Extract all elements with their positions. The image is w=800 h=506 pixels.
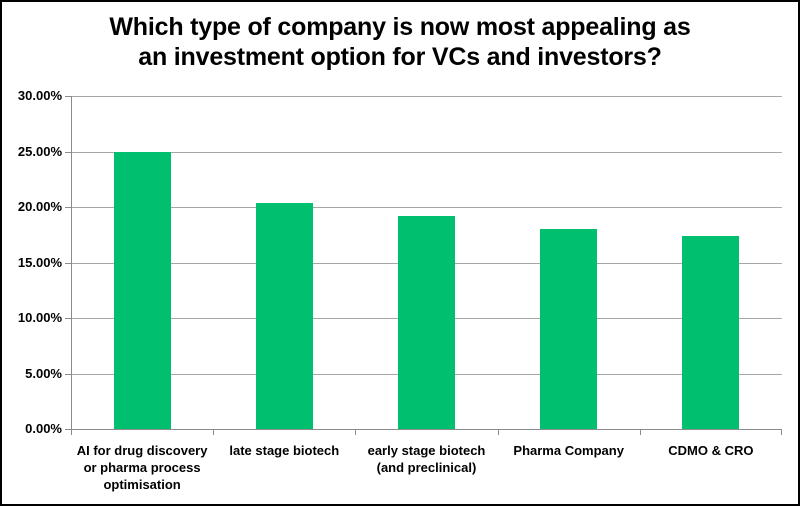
x-axis-category-label-line: late stage biotech <box>229 443 340 458</box>
x-axis-category-label: AI for drug discovery or pharma process op… <box>71 442 213 493</box>
gridline <box>71 207 782 208</box>
x-axis-labels: AI for drug discovery or pharma process op… <box>71 442 782 504</box>
x-axis-tick-mark <box>71 429 72 435</box>
y-axis-tick-label: 10.00% <box>17 310 62 325</box>
bar <box>682 235 740 429</box>
x-axis-category-label-line: (and preclinical) <box>376 460 477 475</box>
x-axis-category-label: early stage biotech (and preclinical) <box>355 442 497 476</box>
plot-area <box>65 96 782 435</box>
y-axis-tick-mark <box>65 151 71 153</box>
y-axis-line <box>71 96 72 435</box>
x-axis-tick-mark <box>213 429 215 435</box>
y-axis-tick-label: 0.00% <box>25 421 62 436</box>
x-axis-tick-mark <box>781 429 782 435</box>
bar <box>540 229 598 429</box>
bar <box>113 151 171 429</box>
y-axis-tick-mark <box>65 318 71 319</box>
chart-title: Which type of company is now most appeal… <box>2 12 798 72</box>
chart-title-line-2: an investment option for VCs and investo… <box>138 43 662 71</box>
y-axis-tick-label: 5.00% <box>25 365 62 381</box>
x-axis-tick-mark <box>497 429 499 435</box>
x-axis-tick-mark <box>639 429 641 435</box>
x-axis-category-label-line: optimisation <box>103 477 181 492</box>
chart-title-line-1: Which type of company is now most appeal… <box>109 13 691 41</box>
y-axis-tick-mark <box>65 207 71 208</box>
y-axis-tick-label: 25.00% <box>17 143 62 159</box>
x-axis-line <box>65 429 782 430</box>
y-axis-tick-label: 30.00% <box>17 88 62 103</box>
y-axis-tick-mark <box>65 373 71 375</box>
bar <box>398 215 455 429</box>
x-axis-category-label-line: Pharma Company <box>513 443 624 458</box>
x-axis-category-label-line: or pharma process <box>83 460 201 475</box>
x-axis-category-label: Pharma Company <box>498 442 640 459</box>
x-axis-category-label: late stage biotech <box>213 442 355 459</box>
bar <box>255 202 313 429</box>
y-axis-tick-mark <box>65 262 71 264</box>
y-axis-tick-label: 20.00% <box>17 199 62 214</box>
x-axis-tick-mark <box>355 429 357 435</box>
x-axis-category-label-line: AI for drug discovery <box>76 443 208 458</box>
gridline <box>71 151 782 153</box>
y-axis-tick-label: 15.00% <box>17 254 62 270</box>
y-axis-tick-mark <box>65 96 71 97</box>
x-axis-category-label: CDMO & CRO <box>640 442 782 459</box>
gridline <box>71 96 782 97</box>
x-axis-category-label-line: CDMO & CRO <box>668 443 754 458</box>
x-axis-category-label-line: early stage biotech <box>367 443 486 458</box>
